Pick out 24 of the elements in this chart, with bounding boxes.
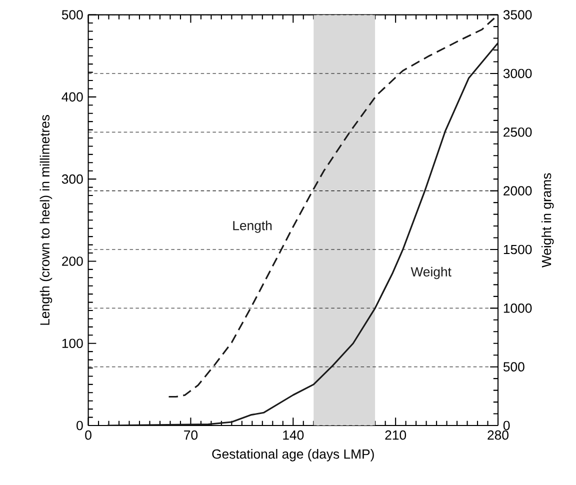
x-tick-label: 210 bbox=[385, 430, 406, 440]
x-axis-title: Gestational age (days LMP) bbox=[212, 449, 374, 462]
x-tick-label: 140 bbox=[283, 430, 304, 440]
series-label: Length bbox=[233, 220, 272, 233]
y-tick-label: 200 bbox=[62, 256, 83, 266]
y2-tick-label: 500 bbox=[503, 362, 524, 372]
y-tick-label: 500 bbox=[62, 10, 83, 20]
y-tick-label: 400 bbox=[62, 92, 83, 102]
x-tick-label: 0 bbox=[85, 430, 92, 440]
series-label: Weight bbox=[410, 266, 452, 280]
y2-tick-label: 1000 bbox=[504, 304, 532, 313]
y2-tick-label: 3500 bbox=[503, 10, 532, 20]
y2-tick-label: 1500 bbox=[504, 244, 532, 254]
y2-tick-label: 3000 bbox=[503, 68, 532, 78]
y-axis-title: Length (crown to heel) in millimetres bbox=[40, 115, 52, 325]
y2-tick-label: 0 bbox=[503, 420, 510, 430]
y-tick-label: 100 bbox=[62, 338, 83, 348]
x-tick-label: 70 bbox=[184, 430, 198, 440]
y2-tick-label: 2000 bbox=[504, 186, 532, 196]
y-tick-label: 300 bbox=[62, 174, 83, 184]
y2-tick-label: 2500 bbox=[504, 128, 532, 137]
y-tick-label: 0 bbox=[76, 420, 83, 430]
x-tick-label: 280 bbox=[488, 430, 508, 440]
y2-axis-title: Weight in grams bbox=[542, 173, 554, 268]
